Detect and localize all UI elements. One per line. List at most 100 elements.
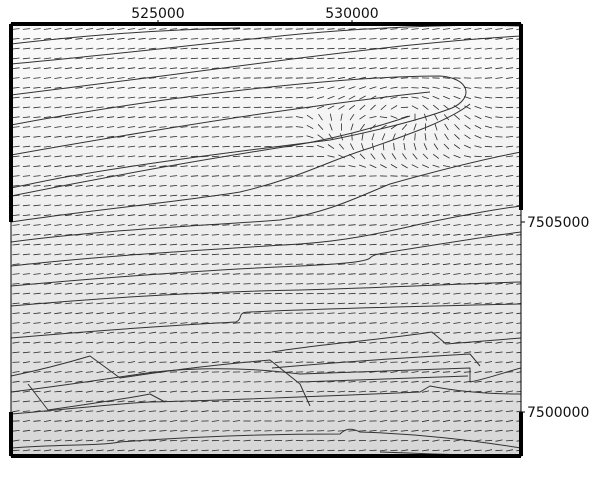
vector-dash xyxy=(463,410,472,412)
vector-dash xyxy=(85,419,94,423)
vector-dash xyxy=(505,439,514,442)
vector-dash xyxy=(169,351,178,354)
vector-dash xyxy=(421,302,430,305)
vector-dash xyxy=(117,224,125,226)
vector-dash xyxy=(85,263,94,266)
vector-dash xyxy=(484,233,493,236)
vector-dash xyxy=(33,126,41,128)
vector-dash xyxy=(348,312,356,314)
vector-dash xyxy=(390,410,398,413)
vector-dash xyxy=(54,135,62,138)
vector-dash xyxy=(96,292,104,295)
vector-dash xyxy=(453,86,461,89)
vector-dash xyxy=(348,263,356,265)
vector-dash xyxy=(358,263,367,265)
vector-dash xyxy=(495,126,503,128)
vector-dash xyxy=(444,123,449,131)
vector-dash xyxy=(358,420,367,422)
vector-dash xyxy=(484,312,493,315)
vector-dash xyxy=(85,439,94,442)
vector-dash xyxy=(411,185,419,187)
vector-dash xyxy=(349,113,355,121)
vector-dash xyxy=(393,142,395,151)
vector-dash xyxy=(442,400,451,403)
vector-dash xyxy=(380,164,387,169)
vector-dash xyxy=(54,233,62,236)
vector-dash xyxy=(96,322,104,324)
vector-dash xyxy=(54,57,62,60)
vector-dash xyxy=(190,361,199,364)
vector-dash xyxy=(495,253,503,256)
vector-dash xyxy=(411,57,419,60)
vector-dash xyxy=(421,322,430,324)
vector-dash xyxy=(33,96,41,99)
vector-dash xyxy=(400,283,409,285)
vector-dash xyxy=(463,37,472,40)
vector-dash xyxy=(85,175,94,177)
vector-dash xyxy=(390,292,398,295)
vector-dash xyxy=(474,370,482,374)
vector-dash xyxy=(274,449,283,452)
vector-dash xyxy=(127,126,136,128)
vector-dash xyxy=(495,351,503,354)
vector-dash xyxy=(201,136,209,138)
vector-dash xyxy=(54,194,62,197)
vector-dash xyxy=(421,253,430,256)
vector-dash xyxy=(432,410,440,413)
vector-dash xyxy=(423,143,428,151)
vector-dash xyxy=(505,155,514,158)
vector-dash xyxy=(190,263,199,265)
vector-dash xyxy=(148,234,157,236)
vector-dash xyxy=(484,135,493,138)
vector-dash xyxy=(190,400,199,403)
vector-dash xyxy=(22,400,31,403)
vector-dash xyxy=(159,263,167,265)
vector-dash xyxy=(106,165,115,168)
vector-dash xyxy=(400,115,409,119)
vector-dash xyxy=(379,430,388,432)
vector-dash xyxy=(463,302,472,305)
vector-dash xyxy=(96,57,104,60)
vector-dash xyxy=(127,361,136,364)
vector-dash xyxy=(474,87,482,89)
vector-dash xyxy=(201,96,209,99)
vector-dash xyxy=(474,47,482,50)
vector-dash xyxy=(117,194,125,197)
vector-field xyxy=(12,28,521,452)
vector-dash xyxy=(232,204,241,207)
vector-dash xyxy=(222,341,230,344)
vector-dash xyxy=(442,410,451,412)
vector-dash xyxy=(22,87,31,89)
vector-dash xyxy=(180,234,188,236)
vector-dash xyxy=(402,153,407,160)
vector-dash xyxy=(484,351,493,354)
vector-dash xyxy=(505,175,514,177)
vector-dash xyxy=(463,253,472,256)
vector-dash xyxy=(64,96,73,99)
vector-dash xyxy=(159,312,167,314)
vector-dash xyxy=(264,341,272,344)
vector-dash xyxy=(318,113,323,121)
vector-dash xyxy=(43,175,52,177)
vector-dash xyxy=(348,214,356,216)
vector-dash xyxy=(495,67,503,70)
vector-dash xyxy=(348,341,356,344)
vector-dash xyxy=(401,164,408,169)
vector-dash xyxy=(64,77,73,79)
vector-dash xyxy=(148,204,157,207)
vector-dash xyxy=(12,234,20,236)
vector-dash xyxy=(369,214,377,216)
vector-dash xyxy=(106,28,115,30)
vector-dash xyxy=(400,312,409,314)
vector-dash xyxy=(421,86,430,89)
vector-dash xyxy=(169,243,178,246)
vector-dash xyxy=(22,116,31,118)
vector-dash xyxy=(390,253,398,256)
vector-dash xyxy=(211,351,220,354)
vector-dash xyxy=(442,380,451,383)
vector-dash xyxy=(453,312,461,315)
vector-dash xyxy=(463,361,472,364)
vector-dash xyxy=(348,28,356,30)
vector-dash xyxy=(327,283,335,285)
vector-dash xyxy=(474,292,482,295)
